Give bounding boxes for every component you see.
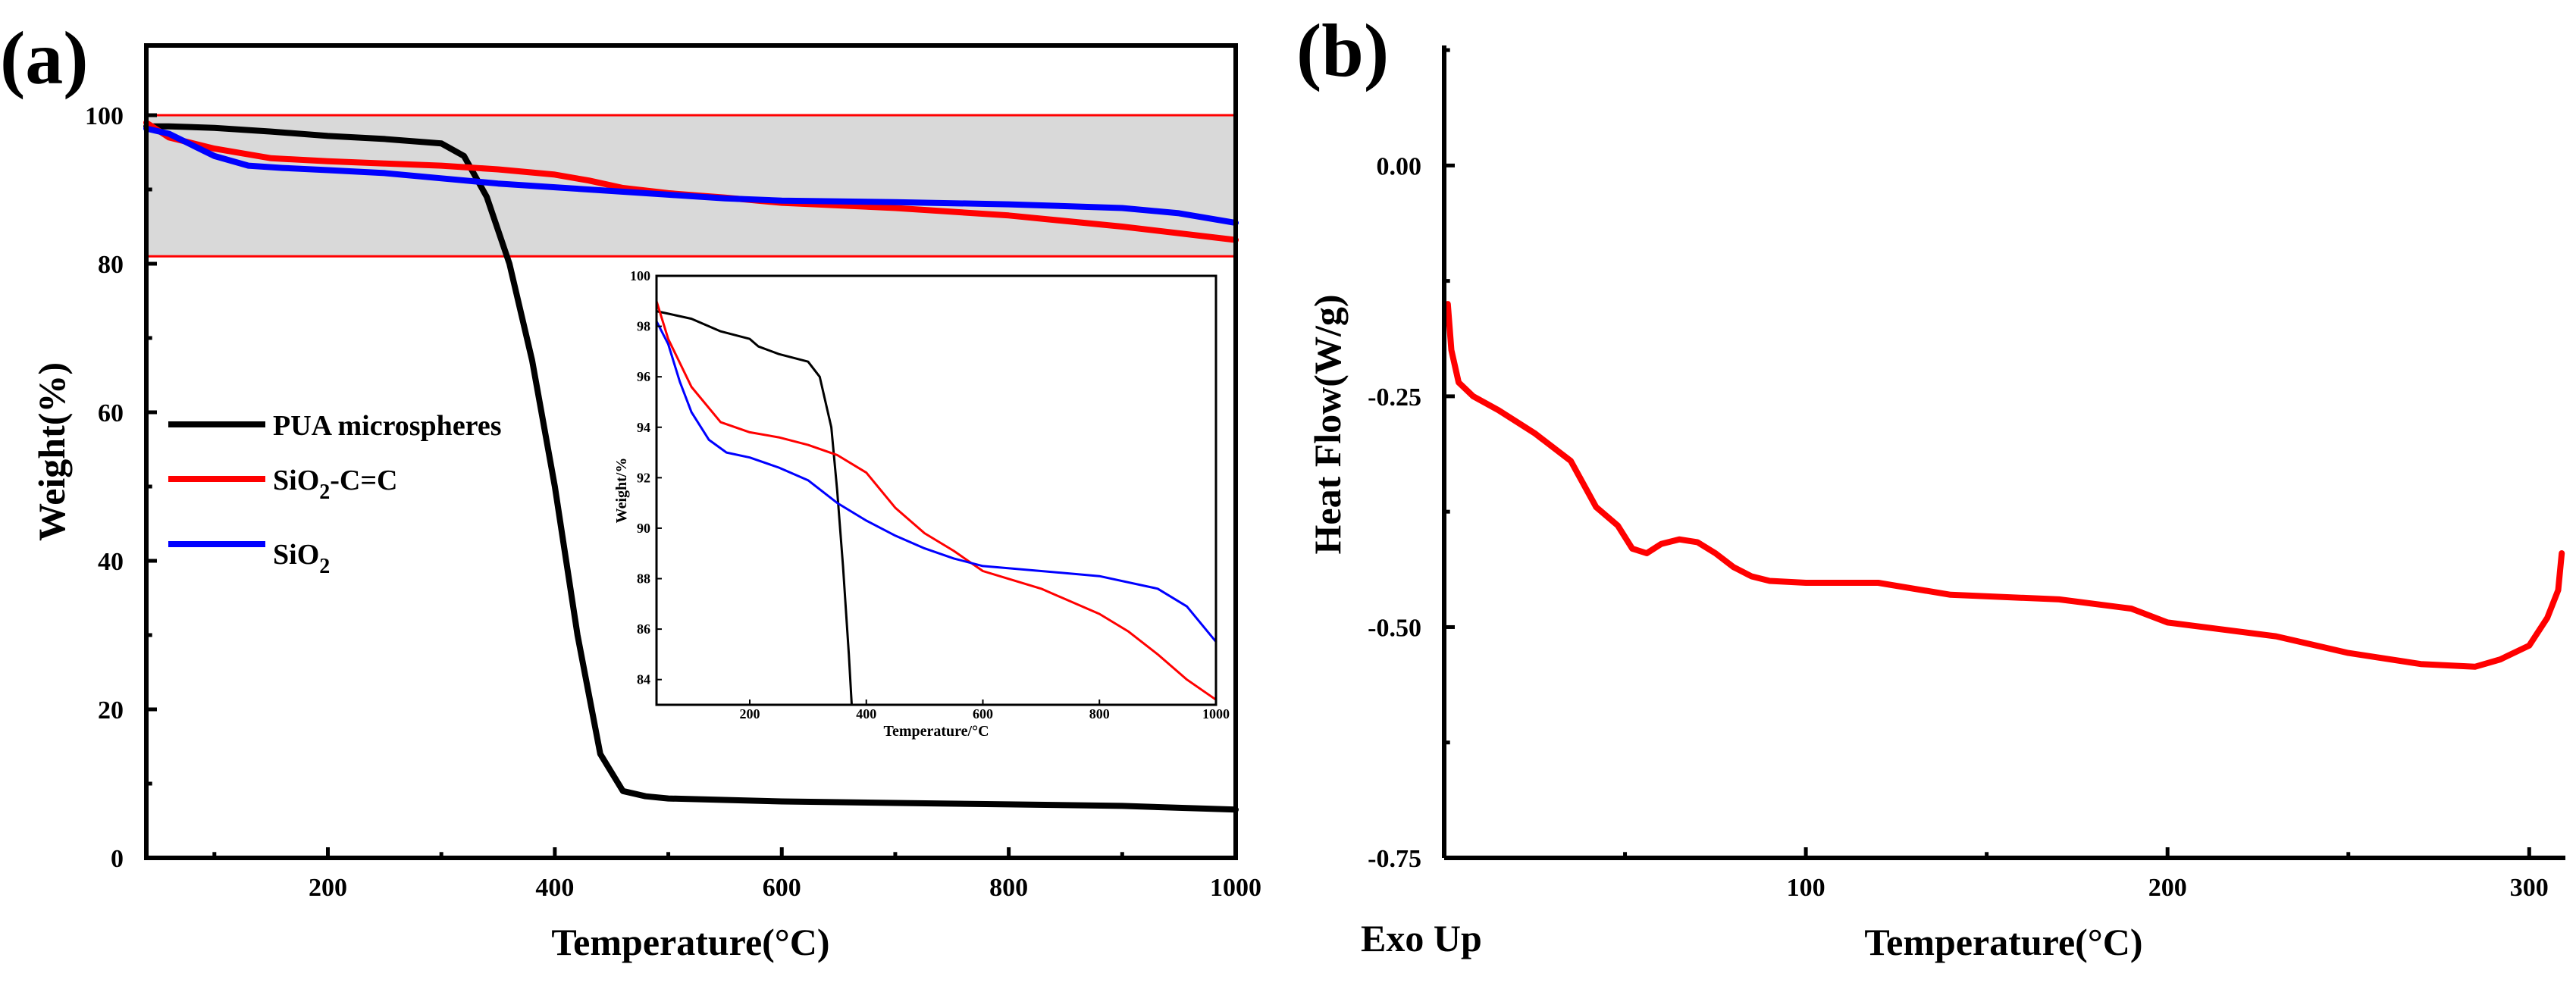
inset-series-sio2 (655, 320, 1217, 643)
panel-a-y-tick-label: 0 (111, 845, 124, 873)
inset-chart: 200 400 600 800 1000 84 86 88 90 92 94 96 98 100 Tem… (613, 268, 1230, 740)
panel-b-series-heat-flow (1444, 301, 2565, 670)
inset-series-sio2-c-c (655, 299, 1217, 701)
legend-sio2-main: SiO (273, 539, 319, 571)
legend-sio2-cc-tail: -C=C (330, 465, 397, 496)
panel-a-y-tick-label: 80 (98, 251, 124, 279)
panel-a-series-sio2 (143, 125, 1239, 227)
inset-y-tick-label: 90 (637, 521, 650, 536)
panel-b-y-tick-label: -0.50 (1368, 614, 1421, 642)
exo-up-label: Exo Up (1361, 917, 1482, 959)
inset-frame (655, 274, 1217, 706)
panel-a-frame (144, 43, 1238, 860)
panel-b-chart: 100 200 300 -0.75 -0.50 -0.25 0.00 Temperatur… (1306, 45, 2565, 963)
panel-b-y-axis-title: Heat Flow(W/g) (1306, 295, 1349, 555)
inset-x-tick-label: 800 (1089, 706, 1110, 721)
panel-a-x-ticks: 200 400 600 800 1000 (212, 847, 1261, 902)
legend-sio2-sub: 2 (319, 555, 330, 578)
inset-x-ticks: 200 400 600 800 1000 (740, 699, 1230, 721)
legend-sio2-cc-main: SiO (273, 465, 319, 496)
panel-a-x-axis-title: Temperature(°C) (551, 921, 829, 963)
panel-b-x-tick-label: 200 (2148, 874, 2187, 902)
legend-sio2-cc-sub: 2 (319, 480, 330, 504)
legend-label-sio2-cc: SiO2-C=C (273, 465, 397, 504)
inset-x-tick-label: 400 (856, 706, 876, 721)
panel-a-x-tick-label: 1000 (1210, 874, 1261, 902)
inset-x-axis-title: Temperature/°C (883, 723, 989, 740)
panel-a-y-tick-label: 100 (85, 102, 124, 130)
panel-a-y-ticks: 0 20 40 60 80 100 (85, 102, 157, 873)
inset-y-tick-label: 84 (637, 672, 650, 687)
panel-b-label: (b) (1296, 8, 1389, 92)
inset-x-tick-label: 1000 (1202, 706, 1230, 721)
panel-a-label: (a) (0, 16, 89, 100)
panel-b-y-ticks: -0.75 -0.50 -0.25 0.00 (1368, 48, 1455, 873)
panel-a-chart: 200 400 600 800 1000 0 20 40 60 80 100 Temperatur… (30, 43, 1261, 963)
panel-b-x-tick-label: 300 (2510, 874, 2549, 902)
inset-y-tick-label: 96 (637, 369, 650, 384)
panel-a-series-sio2-c-c (143, 119, 1239, 243)
inset-x-tick-label: 600 (973, 706, 993, 721)
legend-label-sio2: SiO2 (273, 539, 330, 578)
inset-y-tick-label: 94 (637, 420, 650, 435)
inset-background (657, 276, 1216, 705)
inset-x-tick-label: 200 (740, 706, 760, 721)
inset-y-axis-title: Weight/% (613, 458, 630, 524)
panel-a-series (143, 119, 1239, 813)
panel-b-y-tick-label: 0.00 (1377, 152, 1422, 180)
inset-y-tick-label: 86 (637, 621, 650, 637)
panel-b-y-tick-label: -0.25 (1368, 383, 1421, 412)
panel-a-x-tick-label: 600 (763, 874, 801, 902)
inset-y-tick-label: 98 (637, 319, 650, 334)
panel-b-x-tick-label: 100 (1787, 874, 1825, 902)
inset-y-tick-label: 88 (637, 571, 650, 587)
panel-a-y-axis-title: Weight(%) (30, 362, 73, 541)
panel-b-series (1444, 301, 2565, 670)
inset-y-tick-label: 92 (637, 470, 650, 485)
panel-b-x-axis-title: Temperature(°C) (1864, 921, 2142, 963)
panel-a-series-pua-microspheres (143, 123, 1239, 813)
inset-y-ticks: 84 86 88 90 92 94 96 98 100 (630, 268, 662, 687)
panel-a-x-tick-label: 200 (309, 874, 347, 902)
panel-a-y-tick-label: 60 (98, 399, 124, 427)
panel-a-y-tick-label: 40 (98, 548, 124, 576)
panel-b-y-tick-label: -0.75 (1368, 845, 1421, 873)
panel-a-y-tick-label: 20 (98, 696, 124, 725)
panel-a-x-tick-label: 800 (989, 874, 1028, 902)
legend: PUA microspheres SiO2-C=C SiO2 (168, 410, 502, 578)
panel-b-x-ticks: 100 200 300 (1623, 847, 2549, 902)
panel-a-x-tick-label: 400 (535, 874, 574, 902)
inset-series (655, 299, 1217, 706)
inset-series-pua-microspheres (655, 310, 853, 706)
legend-label-pua: PUA microspheres (273, 410, 502, 442)
inset-y-tick-label: 100 (630, 268, 650, 283)
